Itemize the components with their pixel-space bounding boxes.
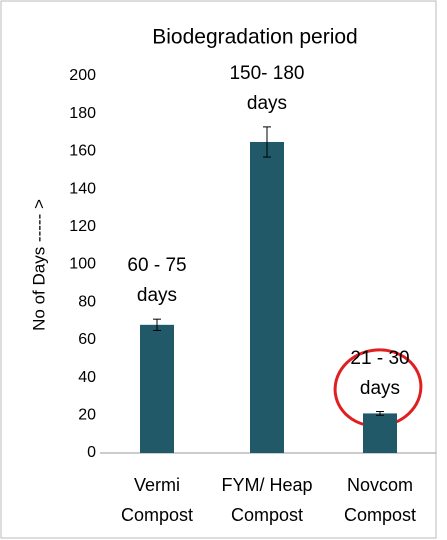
y-tick-label: 180 bbox=[69, 105, 96, 122]
annotation: 150- 180 days bbox=[229, 62, 305, 114]
y-axis-label: No of Days ----- > bbox=[29, 199, 48, 331]
chart-title: Biodegradation period bbox=[152, 26, 358, 49]
annotation: 60 - 75 days bbox=[127, 255, 187, 307]
y-tick-label: 20 bbox=[78, 407, 96, 424]
bar bbox=[140, 324, 174, 453]
y-tick-label: 160 bbox=[69, 143, 96, 160]
y-tick-label: 200 bbox=[69, 67, 96, 84]
y-tick-label: 120 bbox=[69, 218, 96, 235]
y-tick-label: 100 bbox=[69, 256, 96, 273]
y-tick-label: 80 bbox=[78, 293, 96, 310]
x-tick-label: Vermi Compost bbox=[120, 475, 194, 525]
x-tick-label: Novcom Compost bbox=[343, 475, 417, 525]
y-tick-label: 140 bbox=[69, 180, 96, 197]
y-tick-label: 40 bbox=[78, 369, 96, 386]
bar bbox=[363, 413, 397, 453]
x-tick-label: FYM/ Heap Compost bbox=[221, 475, 313, 525]
annotation: 21 - 30 days bbox=[350, 347, 410, 399]
y-tick-label: 0 bbox=[87, 444, 96, 461]
y-tick-label: 60 bbox=[78, 331, 96, 348]
bar bbox=[250, 141, 284, 453]
